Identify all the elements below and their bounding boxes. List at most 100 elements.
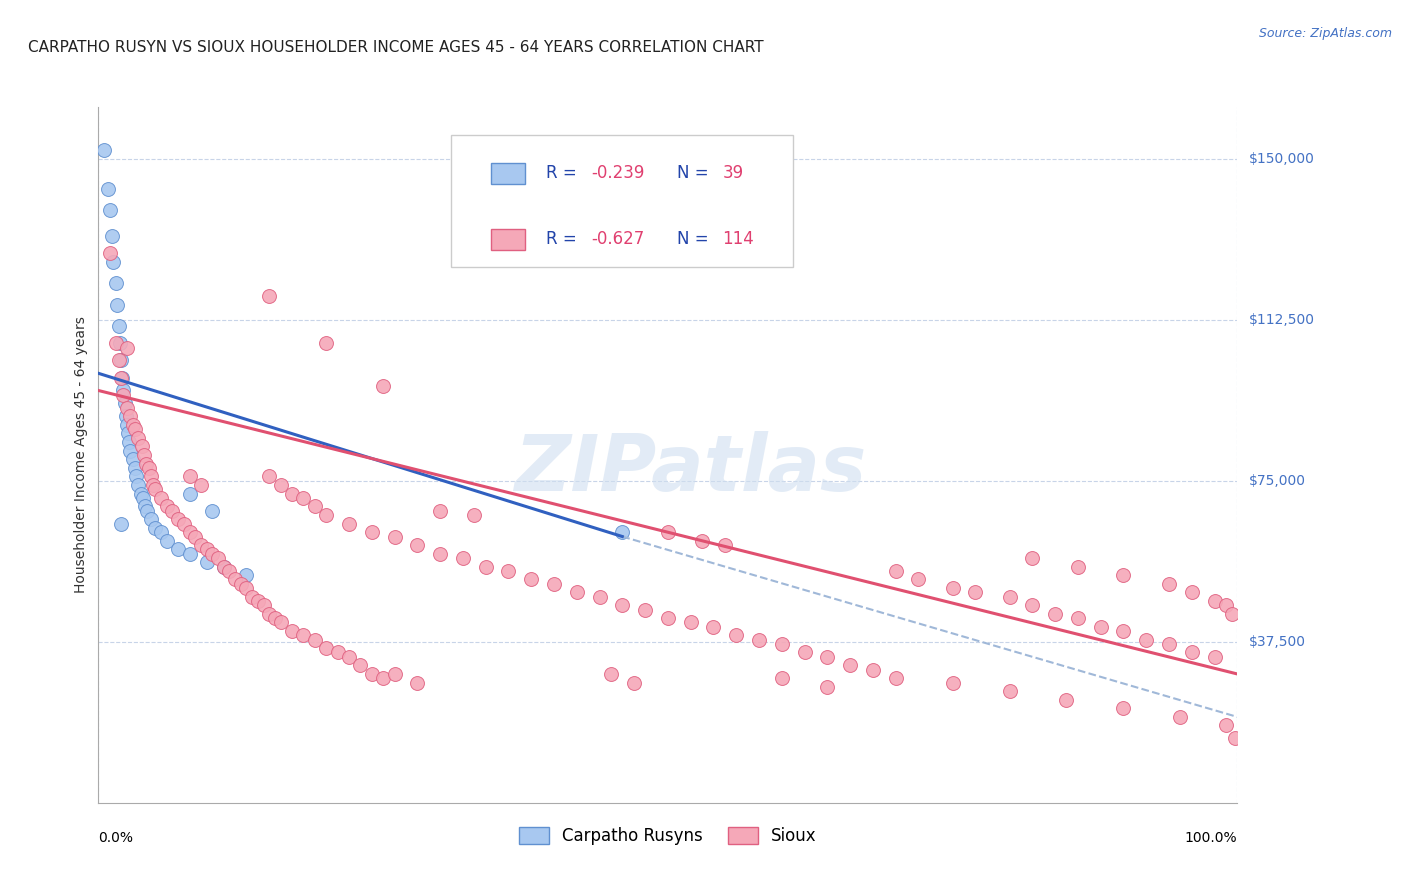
Point bbox=[942, 581, 965, 595]
Point bbox=[1215, 599, 1237, 613]
Point bbox=[429, 504, 451, 518]
Point bbox=[315, 641, 337, 656]
Point bbox=[120, 409, 142, 424]
Point bbox=[179, 469, 201, 483]
Point bbox=[839, 658, 862, 673]
Point bbox=[138, 460, 160, 475]
Point bbox=[142, 478, 165, 492]
Point bbox=[235, 568, 257, 582]
Point bbox=[179, 547, 201, 561]
Point bbox=[942, 675, 965, 690]
Point bbox=[134, 500, 156, 514]
Point bbox=[190, 538, 212, 552]
Point bbox=[657, 525, 679, 540]
Point bbox=[212, 559, 235, 574]
Point bbox=[565, 585, 588, 599]
Point bbox=[690, 533, 713, 548]
Point bbox=[770, 637, 793, 651]
Point bbox=[884, 564, 907, 578]
Point bbox=[110, 353, 132, 368]
Point bbox=[110, 516, 132, 531]
Point bbox=[127, 478, 149, 492]
Text: $75,000: $75,000 bbox=[1249, 474, 1305, 488]
Point bbox=[115, 401, 138, 415]
Text: R =: R = bbox=[546, 230, 582, 248]
Point bbox=[1112, 624, 1135, 638]
Text: N =: N = bbox=[676, 230, 714, 248]
FancyBboxPatch shape bbox=[491, 162, 526, 184]
Point bbox=[93, 143, 115, 157]
Point bbox=[108, 319, 131, 334]
Point bbox=[270, 478, 292, 492]
Text: CARPATHO RUSYN VS SIOUX HOUSEHOLDER INCOME AGES 45 - 64 YEARS CORRELATION CHART: CARPATHO RUSYN VS SIOUX HOUSEHOLDER INCO… bbox=[28, 40, 763, 55]
Point bbox=[264, 611, 287, 625]
Point bbox=[104, 336, 127, 351]
Point bbox=[104, 276, 127, 290]
Point bbox=[179, 525, 201, 540]
Point bbox=[1220, 607, 1243, 621]
Point bbox=[612, 599, 634, 613]
Point bbox=[474, 559, 496, 574]
Point bbox=[184, 529, 207, 543]
Point bbox=[96, 181, 118, 195]
Point bbox=[862, 663, 884, 677]
Point bbox=[1204, 649, 1226, 664]
Point bbox=[588, 590, 610, 604]
Point bbox=[1067, 559, 1090, 574]
Point bbox=[1054, 692, 1078, 706]
Point bbox=[132, 491, 155, 505]
Point bbox=[218, 564, 240, 578]
Point bbox=[259, 469, 281, 483]
Point bbox=[121, 452, 143, 467]
Point bbox=[406, 538, 429, 552]
Point bbox=[145, 521, 167, 535]
Point bbox=[623, 675, 645, 690]
Point bbox=[657, 611, 679, 625]
Point bbox=[212, 559, 235, 574]
Point bbox=[150, 525, 173, 540]
Point bbox=[139, 469, 162, 483]
Point bbox=[190, 478, 212, 492]
Point bbox=[131, 439, 153, 453]
Text: R =: R = bbox=[546, 164, 582, 182]
Point bbox=[281, 624, 304, 638]
Point bbox=[229, 576, 252, 591]
Text: ZIPatlas: ZIPatlas bbox=[515, 431, 866, 507]
Point bbox=[815, 680, 838, 694]
FancyBboxPatch shape bbox=[491, 228, 526, 250]
Point bbox=[292, 491, 315, 505]
Point bbox=[179, 486, 201, 500]
Point bbox=[634, 602, 657, 616]
Text: -0.239: -0.239 bbox=[592, 164, 645, 182]
Point bbox=[114, 396, 136, 410]
Point bbox=[748, 632, 770, 647]
Point bbox=[463, 508, 485, 522]
Text: $112,500: $112,500 bbox=[1249, 312, 1315, 326]
Point bbox=[108, 336, 131, 351]
Point bbox=[207, 551, 229, 566]
Point bbox=[965, 585, 987, 599]
Text: N =: N = bbox=[676, 164, 714, 182]
Point bbox=[195, 555, 218, 569]
Point bbox=[120, 443, 142, 458]
Point bbox=[725, 628, 748, 642]
Point bbox=[520, 573, 543, 587]
Point bbox=[612, 525, 634, 540]
Point bbox=[793, 645, 815, 659]
Point bbox=[815, 649, 838, 664]
Point bbox=[150, 491, 173, 505]
Point bbox=[224, 573, 246, 587]
Point bbox=[1215, 718, 1237, 732]
Text: Source: ZipAtlas.com: Source: ZipAtlas.com bbox=[1258, 27, 1392, 40]
Point bbox=[1181, 585, 1204, 599]
Text: 39: 39 bbox=[723, 164, 744, 182]
Text: 100.0%: 100.0% bbox=[1185, 830, 1237, 845]
Point bbox=[132, 448, 155, 462]
Point bbox=[998, 590, 1021, 604]
Point bbox=[135, 457, 157, 471]
Point bbox=[112, 388, 135, 402]
Point bbox=[1090, 620, 1112, 634]
Point bbox=[252, 599, 274, 613]
Point bbox=[371, 671, 394, 685]
Point bbox=[406, 675, 429, 690]
